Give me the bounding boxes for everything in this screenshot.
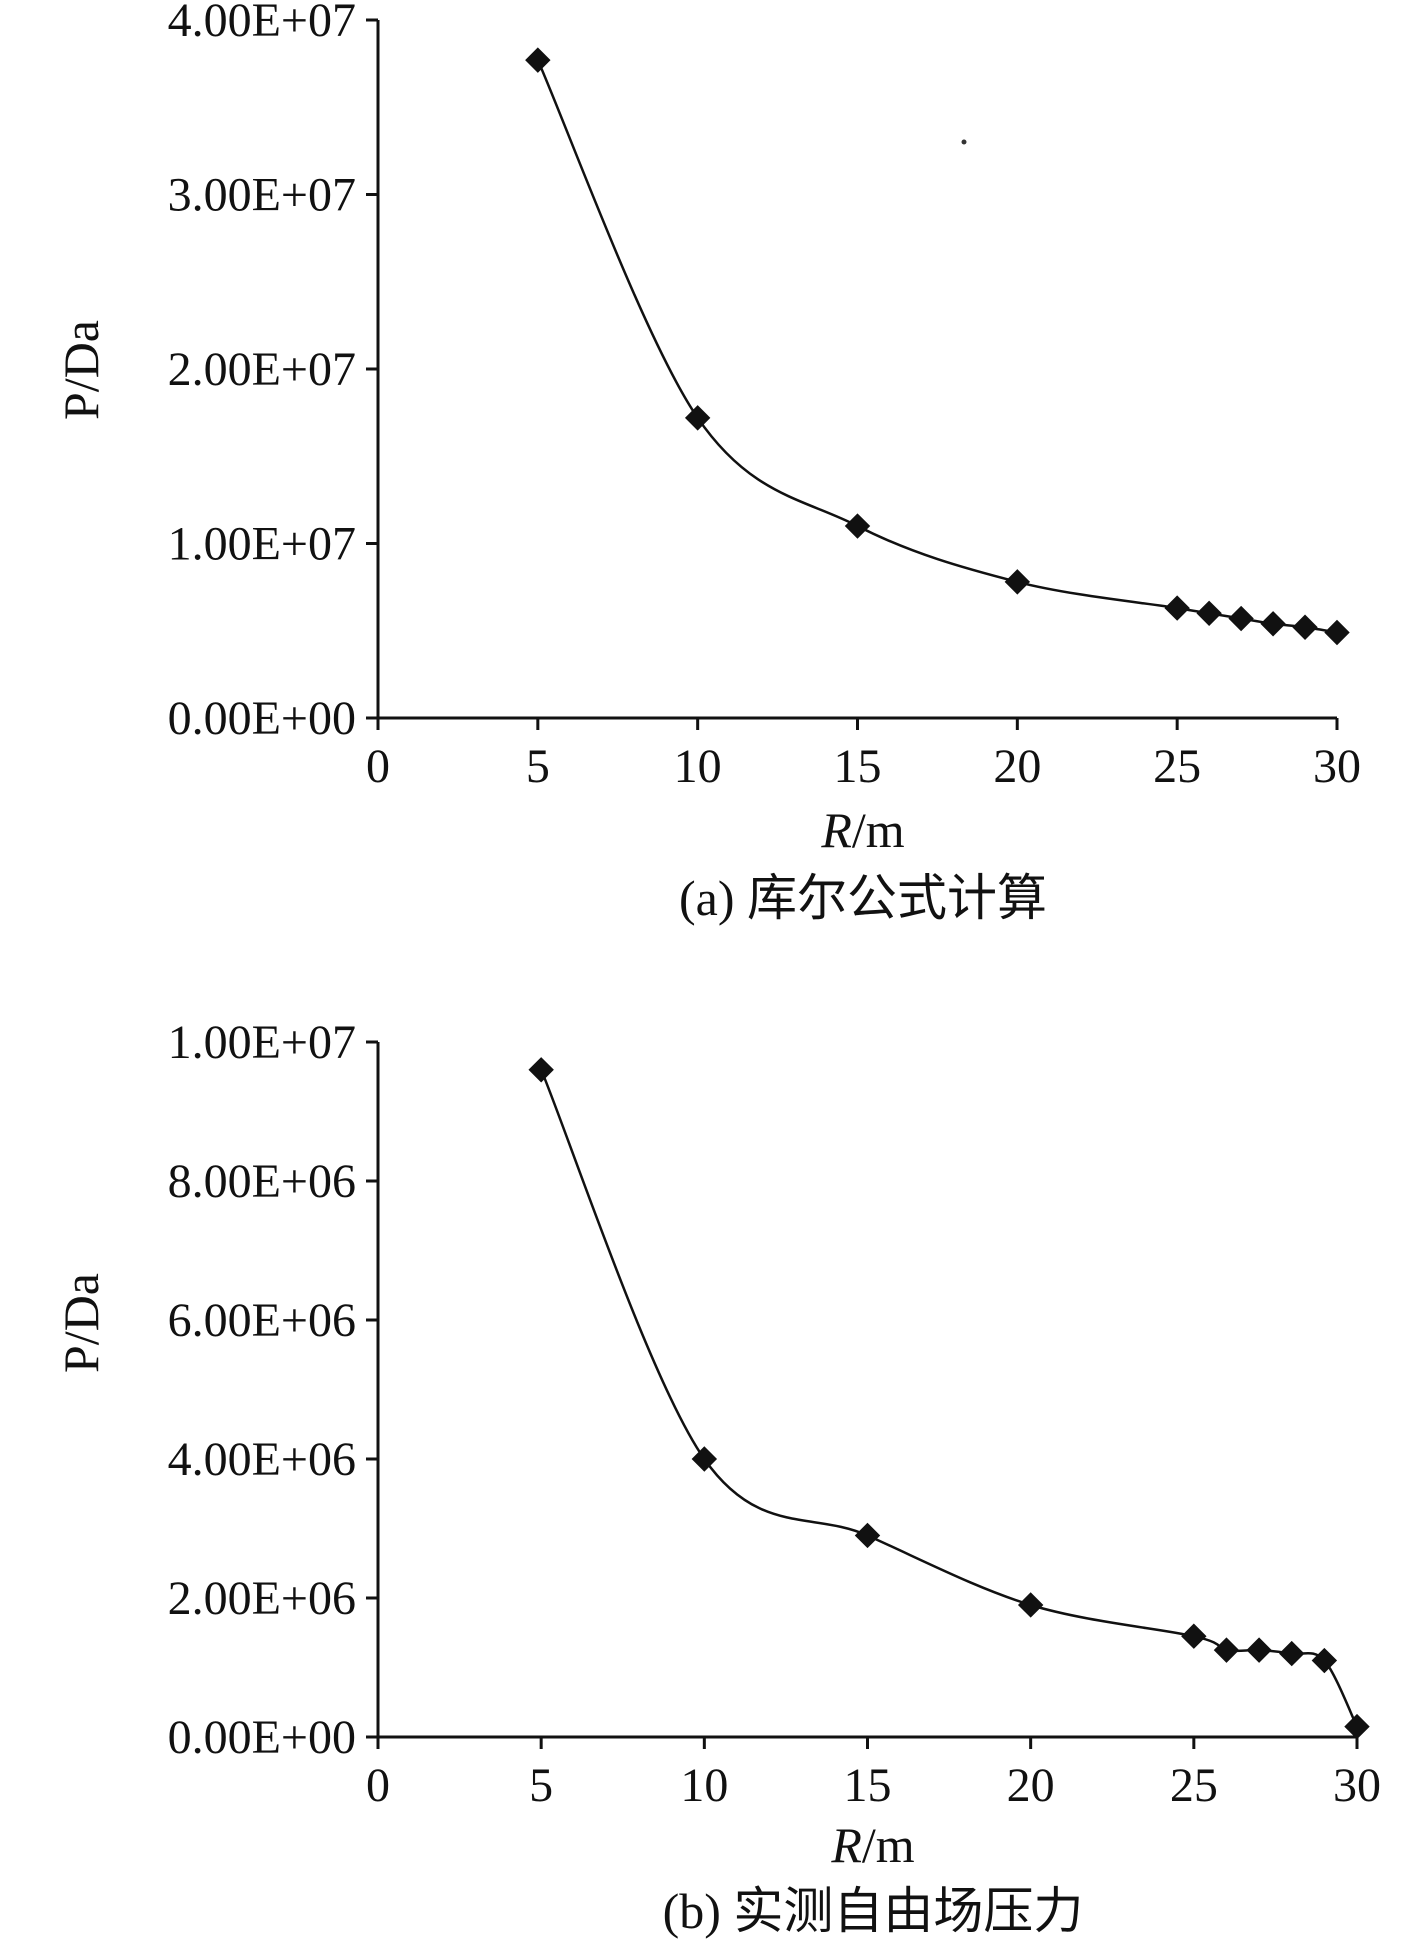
chart-a-y-axis-title: P/Da (53, 320, 109, 420)
chart-a-data-point (1196, 600, 1222, 627)
chart-a-x-axis-title-var: R (820, 802, 852, 858)
chart-b-x-tick-label: 0 (366, 1759, 390, 1812)
chart-b-y-tick-label: 2.00E+06 (168, 1572, 356, 1625)
chart-a-data-point (1004, 569, 1031, 595)
chart-a-y-tick-label: 0.00E+00 (168, 692, 356, 745)
chart-a: 0.00E+00 1.00E+07 2.00E+07 3.00E+07 4.00E+07… (53, 0, 1361, 926)
chart-a-speck (961, 139, 967, 145)
chart-b-series-line (540, 1069, 1359, 1728)
chart-a-data-point (1228, 605, 1254, 632)
chart-b-x-axis-title-var: R (830, 1817, 862, 1873)
chart-b-data-point (1344, 1713, 1370, 1740)
chart-a-x-tick-label: 0 (366, 740, 390, 793)
chart-a-caption: (a) 库尔公式计算 (679, 870, 1047, 926)
chart-a-data-point (684, 405, 711, 431)
chart-a-y-tick-label: 4.00E+07 (168, 0, 356, 47)
chart-a-data-point (844, 513, 871, 539)
chart-b-x-tick-label: 30 (1333, 1759, 1381, 1812)
chart-a-x-axis-title: R/m (820, 802, 904, 858)
chart-b-data-point (1017, 1592, 1044, 1618)
chart-b-x-tick-label: 20 (1007, 1759, 1055, 1812)
chart-b-y-tick-label: 4.00E+06 (168, 1433, 356, 1486)
chart-b-data-point (528, 1057, 554, 1083)
chart-b-y-axis-title: P/Da (53, 1273, 109, 1373)
chart-b-y-tick-label: 8.00E+06 (168, 1155, 356, 1208)
chart-b: 0.00E+00 2.00E+06 4.00E+06 6.00E+06 8.00E+06… (53, 1016, 1381, 1939)
chart-b-x-tick-label: 10 (680, 1759, 728, 1812)
chart-b-data-point (1181, 1623, 1207, 1649)
chart-a-x-tick-label: 25 (1153, 740, 1201, 793)
chart-b-data-point (691, 1446, 718, 1472)
chart-a-y-tick-label: 2.00E+07 (168, 343, 356, 396)
chart-b-x-tick-label: 5 (529, 1759, 553, 1812)
chart-a-data-point (1324, 619, 1350, 646)
chart-a-x-axis-title-unit: /m (852, 802, 905, 858)
chart-b-x-axis-title-unit: /m (862, 1817, 915, 1873)
chart-b-x-tick-label: 25 (1170, 1759, 1218, 1812)
chart-a-caption-text: (a) 库尔公式计算 (679, 870, 1047, 926)
chart-b-caption: (b) 实测自由场压力 (663, 1883, 1084, 1939)
chart-b-x-tick-label: 15 (844, 1759, 892, 1812)
chart-b-data-point (1311, 1647, 1338, 1674)
chart-a-y-tick-label: 3.00E+07 (168, 169, 356, 222)
chart-b-y-axis-title-text: P/Da (53, 1273, 109, 1373)
chart-b-caption-text: (b) 实测自由场压力 (663, 1883, 1084, 1939)
chart-b-y-tick-label: 0.00E+00 (168, 1711, 356, 1764)
chart-a-data-point (1164, 595, 1190, 621)
chart-a-y-tick-label: 1.00E+07 (168, 518, 356, 571)
chart-b-x-axis-title: R/m (830, 1817, 914, 1873)
chart-a-x-tick-label: 5 (526, 740, 550, 793)
chart-b-marks: 0.00E+00 2.00E+06 4.00E+06 6.00E+06 8.00E+06… (168, 1016, 1381, 1812)
chart-a-x-tick-label: 30 (1313, 740, 1361, 793)
chart-a-x-tick-label: 20 (993, 740, 1041, 793)
chart-a-y-axis-title-text: P/Da (53, 320, 109, 420)
chart-a-marks: 0.00E+00 1.00E+07 2.00E+07 3.00E+07 4.00E+07… (168, 0, 1361, 793)
chart-a-x-tick-label: 10 (674, 740, 722, 793)
chart-b-data-point (854, 1522, 881, 1549)
chart-b-data-point (1213, 1637, 1240, 1663)
chart-a-x-tick-label: 15 (834, 740, 882, 793)
chart-b-y-tick-label: 1.00E+07 (168, 1016, 356, 1069)
chart-a-data-point (1260, 611, 1286, 637)
chart-b-y-tick-label: 6.00E+06 (168, 1294, 356, 1347)
chart-a-data-point (525, 47, 551, 73)
chart-b-data-point (1246, 1637, 1272, 1663)
chart-a-series-line (536, 59, 1338, 634)
chart-b-data-point (1279, 1640, 1305, 1667)
chart-a-data-point (1292, 614, 1318, 640)
